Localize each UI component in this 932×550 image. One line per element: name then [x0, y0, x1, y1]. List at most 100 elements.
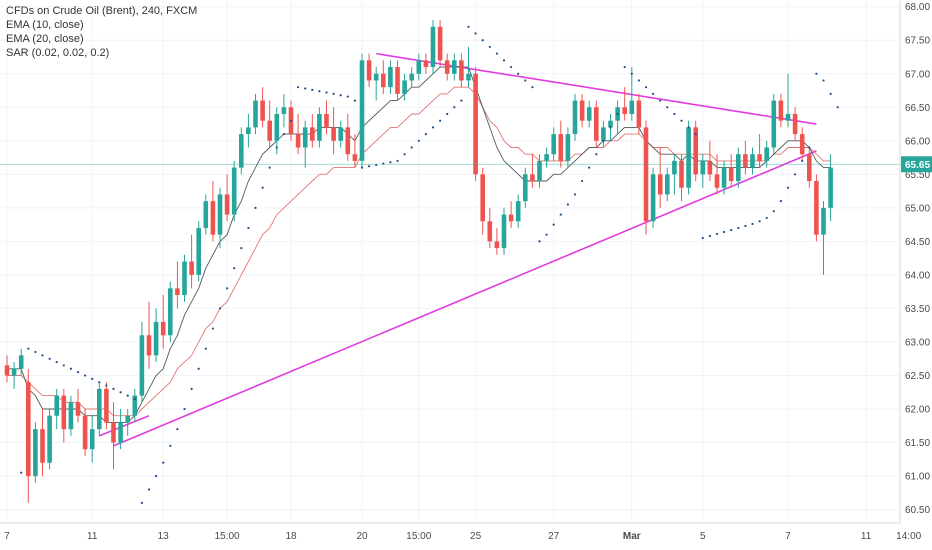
sar-dot: [772, 210, 775, 213]
sar-dot: [332, 92, 335, 95]
sar-dot: [105, 384, 108, 387]
sar-dot: [715, 232, 719, 236]
price-axis[interactable]: 60.50 61.00 61.50 62.00 62.50 63.00 63.50 64.00…: [899, 0, 932, 550]
sar-dot: [140, 501, 143, 504]
candle-body: [139, 335, 145, 396]
sar-dot: [297, 86, 300, 89]
sar-dot: [744, 224, 747, 228]
sar-dot: [439, 119, 442, 122]
sar-dot: [559, 213, 562, 216]
sar-dot: [410, 146, 413, 149]
sar-dot: [446, 112, 449, 116]
sar-dot: [708, 234, 712, 238]
candle-body: [601, 127, 606, 141]
y-tick-label: 63.00: [905, 337, 930, 348]
candle-body: [728, 167, 734, 182]
y-tick-label: 63.50: [905, 304, 930, 315]
candle-body: [629, 100, 635, 114]
candle-body: [373, 73, 379, 81]
sar-dots: [20, 25, 839, 504]
y-tick-label: 66.50: [905, 103, 930, 114]
sar-dot: [282, 133, 285, 136]
sar-dot: [339, 94, 342, 97]
candle-body: [366, 60, 372, 81]
x-tick-label: 27: [548, 531, 560, 542]
sar-dot: [204, 347, 207, 350]
sar-dot: [289, 119, 293, 122]
candle-body: [586, 107, 592, 121]
sar-dot: [318, 90, 321, 93]
candle-body: [700, 160, 706, 175]
candle-body: [68, 402, 74, 430]
sar-dot: [183, 407, 186, 411]
sar-dot: [453, 106, 456, 109]
sar-dot: [666, 106, 669, 109]
candle-body: [168, 288, 173, 336]
candle-body: [89, 429, 95, 450]
legend-ema10[interactable]: EMA (10, close): [6, 19, 84, 31]
trendline: [98, 414, 150, 437]
sar-dot: [602, 139, 605, 142]
candle-body: [210, 201, 216, 235]
sar-dot: [573, 193, 577, 196]
sar-dot: [240, 246, 243, 250]
candle-body: [160, 321, 166, 336]
legend-sar[interactable]: SAR (0.02, 0.02, 0.2): [6, 47, 110, 59]
sar-dot: [233, 267, 236, 270]
sar-dot: [431, 126, 435, 129]
candle-body: [281, 107, 287, 114]
sar-dot: [48, 357, 51, 360]
sar-dot: [460, 99, 463, 102]
sar-dot: [730, 228, 733, 232]
candle-body: [75, 402, 81, 416]
y-tick-label: 68.00: [905, 2, 930, 13]
sar-dot: [786, 186, 790, 189]
candle-body: [146, 335, 152, 356]
sar-dot: [566, 203, 570, 206]
sar-dot: [176, 428, 179, 431]
y-tick-label: 66.00: [905, 136, 930, 147]
y-tick-label: 61.50: [905, 438, 930, 449]
legend-ema20[interactable]: EMA (20, close): [6, 33, 84, 45]
sar-dot: [403, 153, 406, 156]
x-tick-label: 14:00: [896, 531, 921, 542]
candle-body: [118, 422, 123, 443]
candle-body: [764, 147, 769, 161]
sar-dot: [467, 25, 470, 28]
current-price-label: 65.65: [905, 160, 930, 171]
candle-body: [217, 194, 223, 235]
sar-dot: [659, 99, 662, 102]
candle-body: [253, 100, 258, 128]
candle-body: [196, 227, 201, 275]
x-tick-label: 7: [785, 531, 791, 542]
candle-body: [381, 73, 386, 88]
candle-body: [679, 160, 684, 188]
ema10-path: [7, 66, 831, 423]
x-tick-label: 5: [700, 531, 706, 542]
candle-body: [423, 60, 429, 68]
sar-dot: [275, 146, 278, 149]
time-axis[interactable]: 7 11 13 15:00 18 20 15:00 25 27 Mar 5 7 11 14:00: [0, 522, 922, 542]
current-price-tag[interactable]: [901, 156, 932, 173]
sar-dot: [815, 72, 818, 75]
sar-dot: [268, 166, 271, 169]
candle-body: [295, 134, 301, 148]
candle-body: [508, 214, 514, 222]
candle-body: [359, 60, 365, 161]
candle-body: [224, 194, 230, 215]
sar-dot: [794, 173, 797, 176]
candle-body: [26, 382, 31, 477]
sar-dot: [495, 52, 498, 55]
y-tick-label: 64.00: [905, 270, 930, 281]
sar-dot: [616, 112, 619, 116]
candle-body: [430, 26, 436, 68]
trendline: [376, 52, 817, 125]
sar-dot: [353, 99, 356, 102]
candle-body: [338, 127, 343, 141]
candle-body: [579, 100, 585, 121]
sar-dot: [779, 200, 783, 203]
y-tick-label: 67.50: [905, 36, 930, 47]
candle-body: [40, 429, 45, 463]
candle-body: [260, 100, 265, 121]
